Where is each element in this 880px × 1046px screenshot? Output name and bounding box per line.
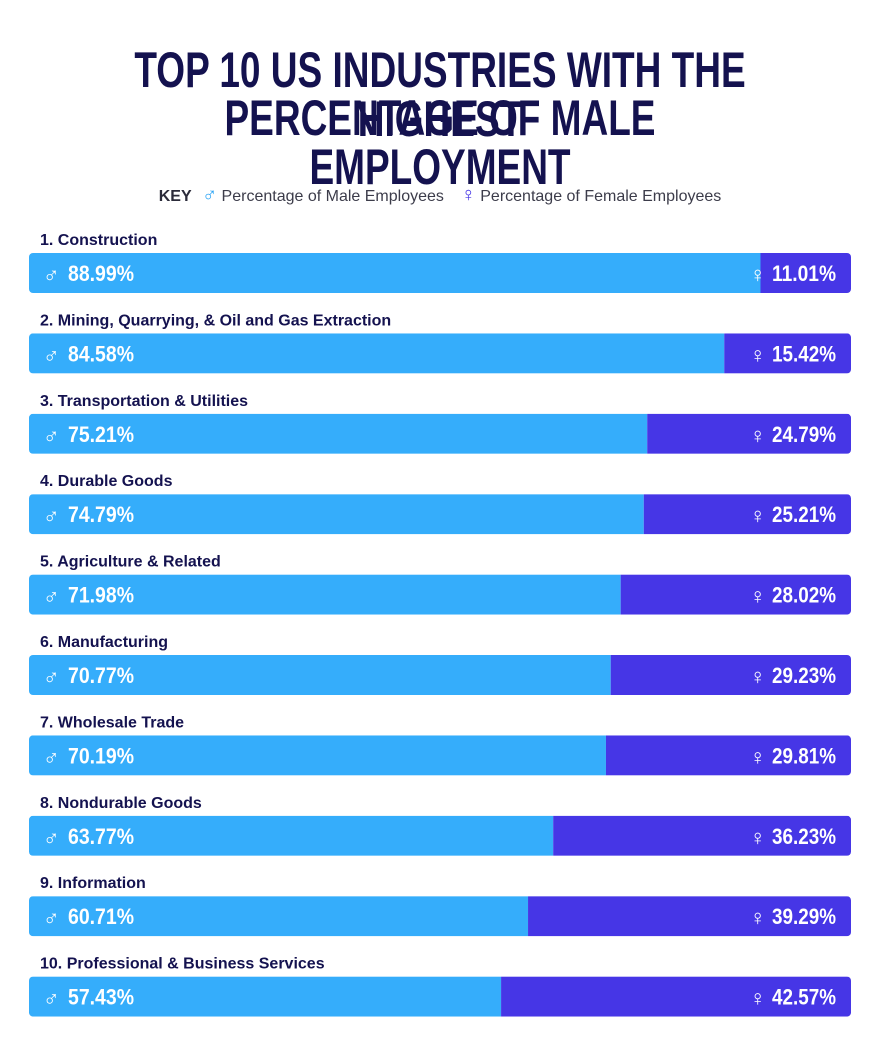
male-symbol-icon: ♂ bbox=[43, 664, 60, 689]
category-label: 5. Agriculture & Related bbox=[40, 554, 221, 571]
female-value-label: 36.23% bbox=[772, 824, 836, 849]
male-bar bbox=[29, 655, 611, 695]
male-value-label: 63.77% bbox=[68, 824, 134, 849]
male-value-label: 70.19% bbox=[68, 743, 134, 768]
female-value-label: 29.23% bbox=[772, 663, 836, 688]
female-symbol-icon: ♀ bbox=[750, 744, 767, 769]
female-symbol-icon: ♀ bbox=[750, 825, 767, 850]
category-label: 7. Wholesale Trade bbox=[40, 714, 184, 731]
female-value-label: 39.29% bbox=[772, 904, 836, 929]
male-bar bbox=[29, 333, 725, 374]
female-bar bbox=[553, 815, 851, 856]
category-label: 4. Durable Goods bbox=[40, 473, 173, 490]
male-symbol-icon: ♂ bbox=[43, 905, 60, 930]
category-label: 6. Manufacturing bbox=[40, 634, 168, 651]
male-value-label: 74.79% bbox=[68, 502, 134, 527]
female-value-label: 24.79% bbox=[772, 422, 836, 447]
male-value-label: 60.71% bbox=[68, 904, 134, 929]
female-value-label: 15.42% bbox=[772, 341, 836, 366]
male-symbol-icon: ♂ bbox=[43, 342, 60, 367]
male-bar bbox=[29, 815, 554, 856]
female-bar bbox=[605, 735, 851, 776]
bar-row: 8. Nondurable Goods ♂ 63.77% 36.23%♀ bbox=[29, 795, 851, 856]
female-value-label: 42.57% bbox=[772, 985, 836, 1010]
female-symbol-icon: ♀ bbox=[750, 584, 767, 609]
bar-row: 6. Manufacturing ♂ 70.77% 29.23%♀ bbox=[29, 634, 851, 695]
female-symbol-icon: ♀ bbox=[750, 986, 767, 1011]
chart-title-line-1: TOP 10 US INDUSTRIES WITH THE HIGHEST bbox=[134, 42, 746, 147]
male-symbol-icon: ♂ bbox=[43, 503, 60, 528]
male-symbol-icon: ♂ bbox=[43, 423, 60, 448]
female-symbol-icon: ♀ bbox=[460, 184, 476, 206]
male-symbol-icon: ♂ bbox=[43, 744, 60, 769]
female-symbol-icon: ♀ bbox=[750, 342, 767, 367]
male-bar bbox=[29, 413, 648, 454]
bar-row: 7. Wholesale Trade ♂ 70.19% 29.81%♀ bbox=[29, 714, 851, 776]
male-bar bbox=[29, 896, 529, 937]
category-label: 10. Professional & Business Services bbox=[40, 956, 325, 973]
male-value-label: 57.43% bbox=[68, 985, 134, 1010]
female-symbol-icon: ♀ bbox=[750, 423, 767, 448]
female-bar bbox=[620, 574, 851, 615]
category-label: 1. Construction bbox=[40, 232, 157, 249]
category-label: 2. Mining, Quarrying, & Oil and Gas Extr… bbox=[40, 312, 391, 329]
female-bar bbox=[647, 413, 851, 454]
male-value-label: 88.99% bbox=[68, 261, 134, 286]
female-symbol-icon: ♀ bbox=[750, 503, 767, 528]
bar-row: 10. Professional & Business Services ♂ 57.… bbox=[29, 956, 851, 1017]
legend-key-label: KEY bbox=[158, 188, 192, 205]
male-bar bbox=[29, 735, 606, 776]
bar-row: 4. Durable Goods ♂ 74.79% 25.21%♀ bbox=[29, 473, 851, 535]
male-symbol-icon: ♂ bbox=[202, 184, 218, 206]
female-bar bbox=[528, 896, 851, 937]
female-bar bbox=[724, 333, 851, 374]
female-value-label: 28.02% bbox=[772, 583, 836, 608]
female-symbol-icon: ♀ bbox=[750, 905, 767, 930]
legend-male-label: Percentage of Male Employees bbox=[221, 188, 444, 205]
legend: KEY ♂ Percentage of Male Employees ♀ Per… bbox=[0, 184, 880, 207]
male-bar bbox=[29, 494, 644, 535]
female-bar bbox=[760, 253, 851, 293]
female-symbol-icon: ♀ bbox=[750, 262, 767, 287]
category-label: 9. Information bbox=[40, 875, 146, 892]
female-value-label: 29.81% bbox=[772, 743, 836, 768]
female-bar bbox=[501, 976, 851, 1017]
male-symbol-icon: ♂ bbox=[43, 825, 60, 850]
male-value-label: 75.21% bbox=[68, 422, 134, 447]
female-bar bbox=[643, 494, 851, 535]
male-bar bbox=[29, 976, 502, 1017]
male-bar bbox=[29, 574, 621, 615]
male-value-label: 84.58% bbox=[68, 341, 134, 366]
male-symbol-icon: ♂ bbox=[43, 986, 60, 1011]
male-value-label: 71.98% bbox=[68, 583, 134, 608]
legend-female-label: Percentage of Female Employees bbox=[480, 188, 722, 205]
male-symbol-icon: ♂ bbox=[43, 262, 60, 287]
female-value-label: 25.21% bbox=[772, 502, 836, 527]
bar-row: 5. Agriculture & Related ♂ 71.98% 28.02%♀ bbox=[29, 554, 851, 615]
bar-row: 2. Mining, Quarrying, & Oil and Gas Extr… bbox=[29, 312, 851, 374]
female-symbol-icon: ♀ bbox=[750, 664, 767, 689]
male-symbol-icon: ♂ bbox=[43, 584, 60, 609]
category-label: 3. Transportation & Utilities bbox=[40, 393, 248, 410]
male-value-label: 70.77% bbox=[68, 663, 134, 688]
female-bar bbox=[610, 655, 851, 695]
category-label: 8. Nondurable Goods bbox=[40, 795, 202, 812]
bar-row: 3. Transportation & Utilities ♂ 75.21% 24.7… bbox=[29, 393, 851, 454]
female-value-label: 11.01% bbox=[772, 261, 836, 286]
chart-title-line-2: PERCENTAGE OF MALE EMPLOYMENT bbox=[224, 90, 656, 195]
male-bar bbox=[29, 253, 761, 293]
bar-row: 9. Information ♂ 60.71% 39.29%♀ bbox=[29, 875, 851, 937]
bar-row: 1. Construction ♂ 88.99% 11.01%♀ bbox=[29, 232, 851, 293]
